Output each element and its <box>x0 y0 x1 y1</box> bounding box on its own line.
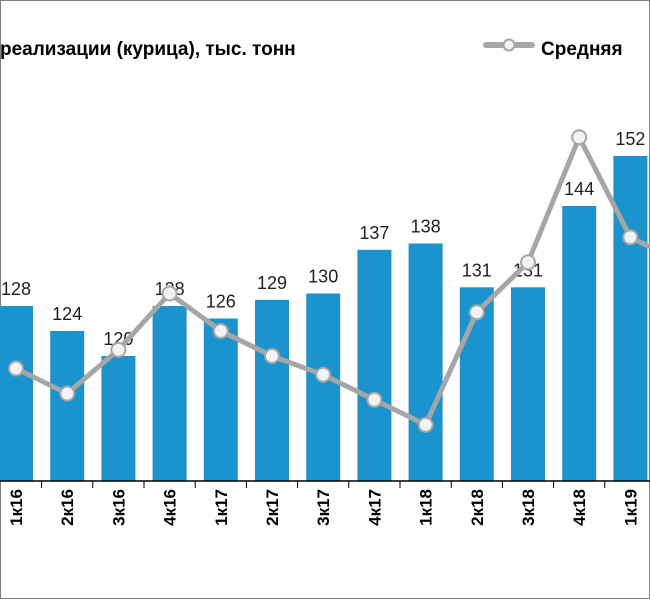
x-tick-label: 1к16 <box>7 489 26 526</box>
bar-series <box>0 156 648 482</box>
bar-3к17 <box>306 293 341 481</box>
average-marker-3к16 <box>110 341 127 358</box>
line-series <box>8 129 650 433</box>
average-marker-1к17 <box>212 323 229 339</box>
bar-1к17 <box>203 318 238 481</box>
x-tick-label: 2к16 <box>58 489 77 526</box>
average-marker-1к16 <box>8 360 24 377</box>
x-tick-label: 1к17 <box>212 489 231 526</box>
bar-1к18 <box>408 243 443 481</box>
bar-1к19 <box>613 156 648 481</box>
bar-value-label: 124 <box>52 304 82 324</box>
average-marker-4к17 <box>366 391 383 408</box>
x-tick-label: 3к16 <box>109 489 128 526</box>
bar-3к18 <box>511 287 545 482</box>
bar-value-label: 144 <box>564 179 594 199</box>
x-axis-ticks <box>41 481 606 488</box>
bar-data-labels: 128124120128126129130137138131131144152 <box>1 129 645 349</box>
bar-value-label: 152 <box>615 129 645 149</box>
x-tick-label: 3к18 <box>519 489 538 526</box>
average-marker-1к18 <box>417 416 434 433</box>
x-tick-label: 4к16 <box>161 489 180 526</box>
average-marker-1к19 <box>622 229 639 246</box>
bar-2к17 <box>255 299 289 482</box>
bar-3к16 <box>101 356 136 481</box>
x-tick-label: 4к17 <box>365 489 384 526</box>
x-tick-label: 1к18 <box>417 489 436 526</box>
average-line <box>14 134 650 428</box>
x-tick-label: 3к17 <box>314 489 333 526</box>
bar-value-label: 126 <box>206 292 236 312</box>
bar-value-label: 137 <box>359 223 389 243</box>
average-marker-2к17 <box>264 348 280 364</box>
x-axis-tick-labels: 1к16 2к16 3к16 4к16 1к17 2к17 3к17 4к17 1к18 2к18… <box>7 489 640 526</box>
legend-label-line-series: Средняя <box>541 39 623 60</box>
average-marker-4к16 <box>161 285 178 302</box>
bar-4к16 <box>152 306 187 481</box>
bar-value-label: 129 <box>257 273 287 293</box>
x-tick-label: 2к18 <box>468 489 487 526</box>
x-tick-label: 2к17 <box>263 489 282 526</box>
bar-value-label: 130 <box>308 267 338 287</box>
x-tick-label: 4к18 <box>570 489 589 526</box>
bar-1к16 <box>0 306 33 481</box>
average-marker-3к18 <box>520 254 536 271</box>
average-marker-2к18 <box>468 304 485 321</box>
bar-4к18 <box>562 206 597 481</box>
average-marker-3к17 <box>315 366 332 383</box>
average-marker-4к18 <box>571 129 588 146</box>
x-tick-label: 1к19 <box>621 489 640 526</box>
bar-value-label: 128 <box>1 279 31 299</box>
bar-value-label: 131 <box>462 260 492 280</box>
average-marker-2к16 <box>59 385 76 402</box>
legend: реализации (курица), тыс. тонн Средняя <box>0 38 623 60</box>
legend-line-marker <box>502 38 516 52</box>
legend-label-bar-series: реализации (курица), тыс. тонн <box>0 39 296 60</box>
bar-4к17 <box>357 249 392 482</box>
bar-2к16 <box>50 331 85 481</box>
bar-value-label: 138 <box>411 217 441 237</box>
